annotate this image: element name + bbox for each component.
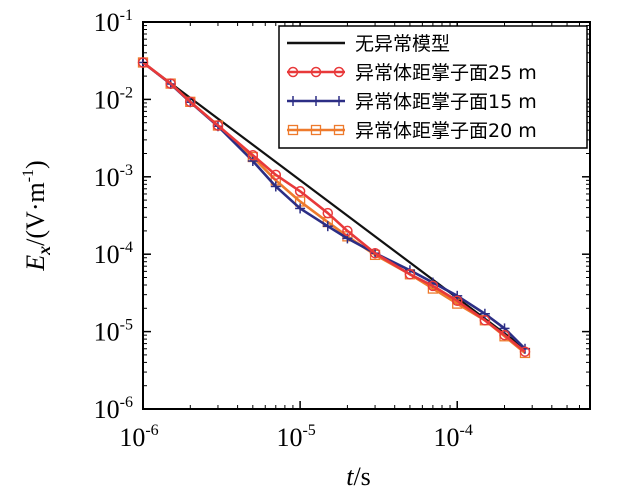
- series-point: [137, 57, 149, 68]
- series-point: [519, 346, 531, 357]
- plot-frame: [142, 21, 591, 410]
- series-point: [295, 203, 306, 214]
- series-line: [142, 61, 526, 353]
- x-tick-label: 10-6: [119, 422, 158, 452]
- series-point: [479, 308, 490, 319]
- legend-marker: [333, 124, 345, 136]
- series-point: [479, 315, 491, 326]
- series-point: [499, 329, 510, 341]
- series-point: [247, 156, 258, 167]
- legend-marker: [287, 66, 299, 78]
- series-point: [451, 295, 463, 307]
- series-point: [165, 78, 176, 89]
- series-1: [137, 57, 531, 357]
- x-tick-label: 10-5: [276, 422, 315, 452]
- legend-entry: 异常体距掌子面25 m: [287, 62, 537, 84]
- y-tick-label: 10-3: [94, 162, 133, 192]
- y-tick-label: 10-6: [94, 394, 133, 424]
- y-axis-label: Ex/(V·m-1): [20, 160, 54, 271]
- y-tick-label: 10-5: [94, 317, 133, 347]
- legend-label: 无异常模型: [355, 33, 450, 55]
- legend-label: 异常体距掌子面15 m: [355, 91, 537, 113]
- legend-label: 异常体距掌子面20 m: [355, 120, 537, 142]
- series-point: [499, 323, 510, 334]
- legend-entry: 异常体距掌子面15 m: [287, 91, 537, 113]
- legend-marker: [288, 96, 298, 106]
- legend-entry: 无异常模型: [287, 33, 450, 55]
- series-point: [270, 169, 282, 181]
- legend-marker: [310, 66, 322, 78]
- legend-entry: 异常体距掌子面20 m: [287, 120, 537, 142]
- legend-marker: [311, 96, 321, 106]
- series-point: [270, 181, 281, 192]
- series-point: [322, 221, 333, 232]
- series-point: [212, 120, 224, 131]
- y-tick-label: 10-1: [94, 7, 133, 37]
- series-point: [294, 186, 306, 197]
- x-axis-label: t/s: [346, 462, 371, 491]
- legend-marker: [310, 124, 322, 136]
- legend-marker: [287, 124, 299, 136]
- series-point: [427, 280, 439, 292]
- legend-box: [278, 25, 588, 149]
- series-point: [247, 149, 259, 161]
- legend-label: 异常体距掌子面25 m: [355, 62, 537, 84]
- y-tick-label: 10-2: [94, 84, 133, 114]
- x-tick-label: 10-4: [434, 422, 473, 452]
- series-point: [322, 207, 334, 219]
- series-point: [404, 269, 416, 280]
- series-point: [369, 247, 381, 259]
- legend-marker: [333, 66, 345, 78]
- legend-marker: [334, 96, 344, 106]
- series-point: [185, 96, 196, 108]
- series-point: [342, 225, 353, 237]
- y-tick-label: 10-4: [94, 239, 133, 269]
